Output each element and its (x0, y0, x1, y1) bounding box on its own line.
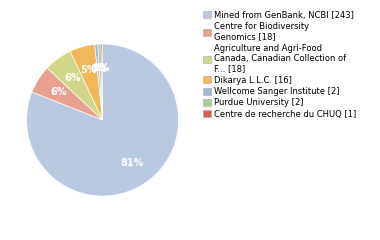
Wedge shape (47, 51, 103, 120)
Wedge shape (101, 44, 103, 120)
Wedge shape (98, 44, 103, 120)
Wedge shape (70, 44, 103, 120)
Text: 0%: 0% (90, 64, 106, 73)
Text: 6%: 6% (51, 87, 67, 97)
Legend: Mined from GenBank, NCBI [243], Centre for Biodiversity
Genomics [18], Agricultu: Mined from GenBank, NCBI [243], Centre f… (202, 9, 358, 120)
Wedge shape (32, 68, 103, 120)
Text: 6%: 6% (64, 73, 81, 83)
Text: 0%: 0% (94, 63, 110, 73)
Wedge shape (95, 44, 103, 120)
Text: 81%: 81% (120, 158, 143, 168)
Text: 5%: 5% (81, 65, 97, 75)
Wedge shape (27, 44, 179, 196)
Text: 0%: 0% (92, 63, 109, 73)
